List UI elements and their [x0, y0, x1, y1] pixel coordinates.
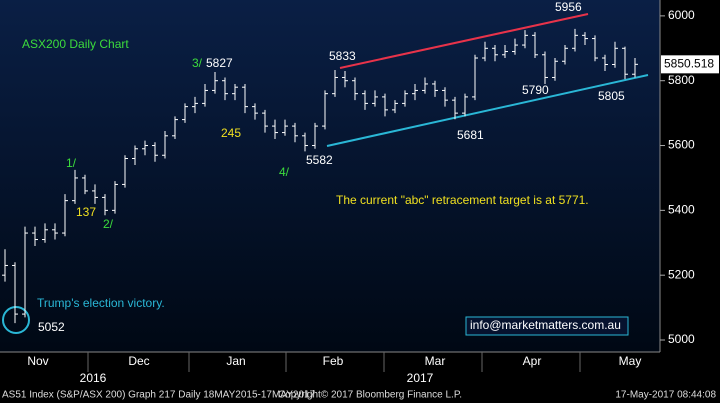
upper-trend-line — [339, 13, 589, 69]
annotation: 3/ — [192, 56, 203, 70]
x-month-label: Mar — [425, 354, 446, 368]
y-tick-label: 6000 — [668, 8, 695, 22]
bars — [2, 28, 638, 324]
last-price-box — [661, 55, 719, 74]
x-year-label: 2016 — [80, 371, 107, 385]
annotation: 4/ — [279, 165, 290, 179]
annotation: Trump's election victory. — [37, 296, 165, 310]
annotation: 5956 — [555, 0, 582, 14]
y-tick-label: 5400 — [668, 203, 695, 217]
x-month-label: Feb — [323, 354, 344, 368]
x-month-label: Jan — [226, 354, 245, 368]
last-price-label: 5850.518 — [664, 57, 714, 71]
annotation: 5833 — [329, 49, 356, 63]
annotation: info@marketmatters.com.au — [470, 318, 621, 332]
annotation: 5805 — [598, 89, 625, 103]
x-month-label: Dec — [128, 354, 149, 368]
annotation: 5052 — [38, 320, 65, 334]
email-box — [465, 316, 629, 336]
x-year-label: 2017 — [407, 371, 434, 385]
y-tick-label: 5200 — [668, 267, 695, 281]
axis-area — [0, 352, 720, 403]
annotation: 137 — [76, 205, 96, 219]
highlight-circle — [2, 306, 30, 334]
annotations: ASX200 Daily Chart 5956 5833 3/5827 245 4/558… — [22, 0, 625, 334]
annotation: 5790 — [522, 83, 549, 97]
annotation: 5582 — [306, 153, 333, 167]
lower-trend-line — [326, 74, 649, 147]
y-tick-label: 5800 — [668, 73, 695, 87]
footer-text: Copyright© 2017 Bloomberg Finance L.P. — [278, 390, 462, 401]
x-month-label: Nov — [27, 354, 48, 368]
plot-area — [0, 0, 660, 352]
annotation: 5827 — [206, 56, 233, 70]
y-tick-label: 5600 — [668, 138, 695, 152]
annotation: ASX200 Daily Chart — [22, 37, 129, 51]
annotation: 2/ — [103, 217, 114, 231]
annotation: 5681 — [457, 128, 484, 142]
annotation: 245 — [221, 126, 241, 140]
annotation: 1/ — [66, 156, 77, 170]
x-month-label: May — [619, 354, 642, 368]
x-month-label: Apr — [523, 354, 542, 368]
footer-text: AS51 Index (S&P/ASX 200) Graph 217 Daily… — [2, 390, 316, 401]
footer-text: 17-May-2017 08:44:08 — [615, 390, 716, 401]
annotation: The current "abc" retracement target is … — [336, 193, 589, 207]
y-tick-label: 5000 — [668, 332, 695, 346]
